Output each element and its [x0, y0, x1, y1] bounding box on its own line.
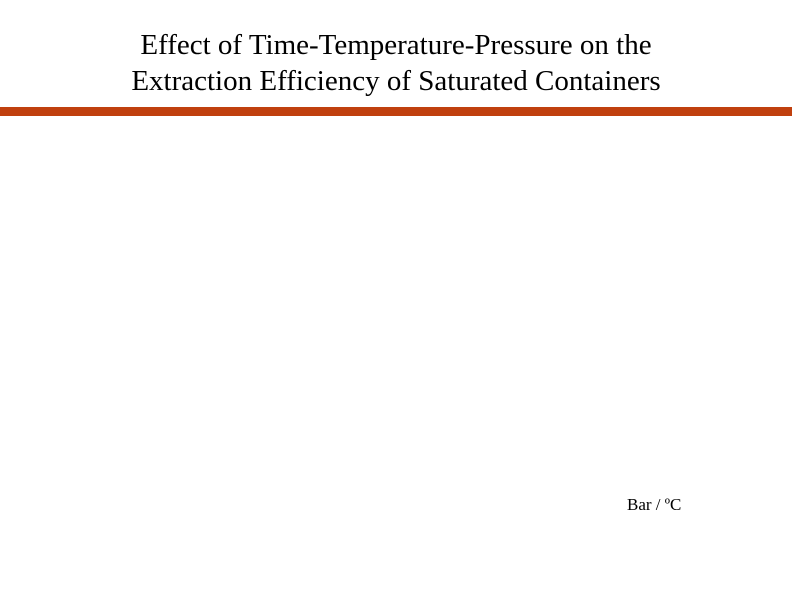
- slide-title-line-2: Extraction Efficiency of Saturated Conta…: [131, 65, 661, 97]
- axis-label: Bar / ºC: [627, 495, 682, 514]
- slide-title-line-1: Effect of Time-Temperature-Pressure on t…: [140, 29, 652, 61]
- slide-title: Effect of Time-Temperature-Pressure on t…: [0, 27, 792, 99]
- title-divider: [0, 107, 792, 116]
